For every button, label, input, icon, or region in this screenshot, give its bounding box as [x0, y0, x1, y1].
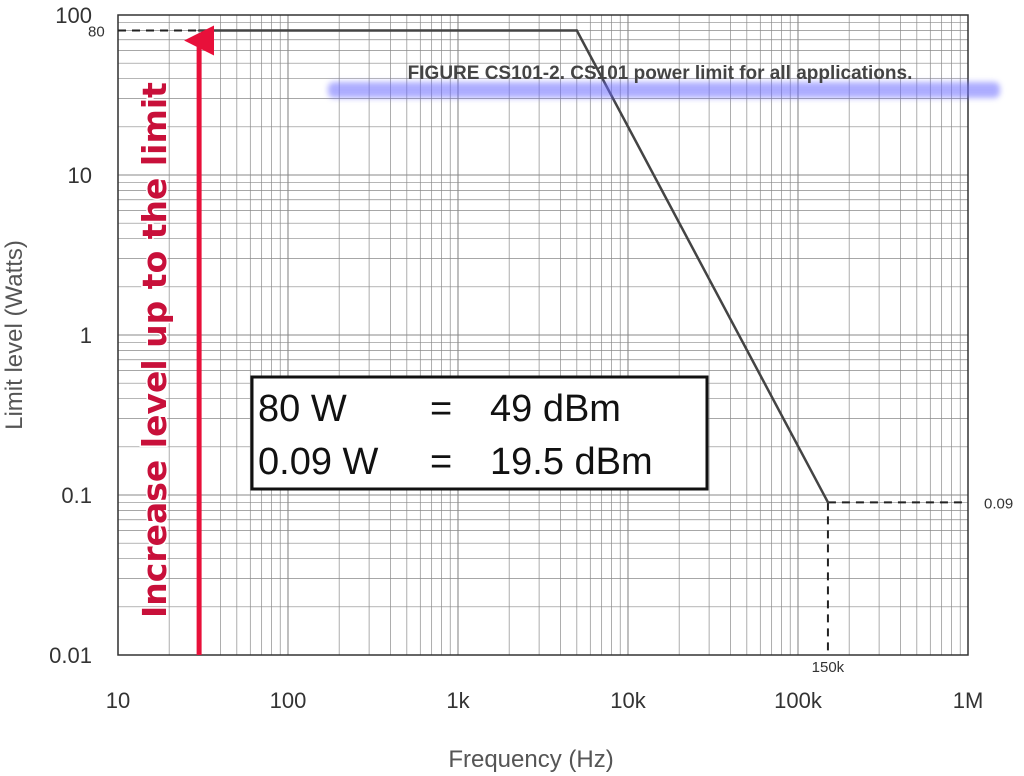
box-row-2-dbm: 19.5 dBm: [490, 441, 653, 483]
figure-title-highlight: [328, 82, 1000, 98]
limit-line-segment: [575, 29, 830, 504]
reference-lines: 80 0.09 150k: [88, 24, 1013, 676]
x-tick-label: 1k: [446, 688, 470, 713]
y-tick-label: 100: [55, 3, 92, 28]
figure-title: FIGURE CS101-2. CS101 power limit for al…: [328, 63, 1000, 98]
increase-arrow-label: Increase level up to the limit: [135, 82, 174, 618]
grid: [117, 14, 969, 656]
x-tick-label: 10: [106, 688, 130, 713]
box-row-1-watts: 80 W: [258, 388, 347, 430]
series-group: [197, 29, 830, 504]
box-row-1-equals: =: [430, 388, 452, 430]
y-axis-title: Limit level (Watts): [1, 240, 28, 430]
conversion-box-frame: [250, 375, 709, 491]
box-row-1-dbm: 49 dBm: [490, 388, 621, 430]
box-row-2-equals: =: [430, 441, 452, 483]
y-tick-label: 0.1: [61, 483, 92, 508]
y-tick-label: 0.01: [49, 643, 92, 668]
tick-labels: 10 100 1k 10k 100k 1M 0.01 0.1 1 10 100: [49, 3, 983, 713]
increase-level-arrow: Increase level up to the limit: [134, 25, 215, 655]
reference-label-150k: 150k: [812, 659, 845, 676]
x-tick-label: 100: [270, 688, 307, 713]
y-tick-label: 1: [80, 323, 92, 348]
x-tick-label: 10k: [610, 688, 646, 713]
reference-label-80: 80: [88, 24, 105, 41]
reference-label-0-09: 0.09: [984, 495, 1013, 512]
figure-title-text: FIGURE CS101-2. CS101 power limit for al…: [408, 63, 913, 84]
conversion-box: 80 W = 49 dBm 0.09 W = 19.5 dBm: [250, 375, 709, 491]
x-tick-label: 1M: [953, 688, 984, 713]
plot-border: [117, 14, 969, 656]
y-tick-label: 10: [68, 163, 92, 188]
box-row-2-watts: 0.09 W: [258, 441, 379, 483]
x-axis-title: Frequency (Hz): [448, 746, 613, 773]
x-tick-label: 100k: [774, 688, 823, 713]
